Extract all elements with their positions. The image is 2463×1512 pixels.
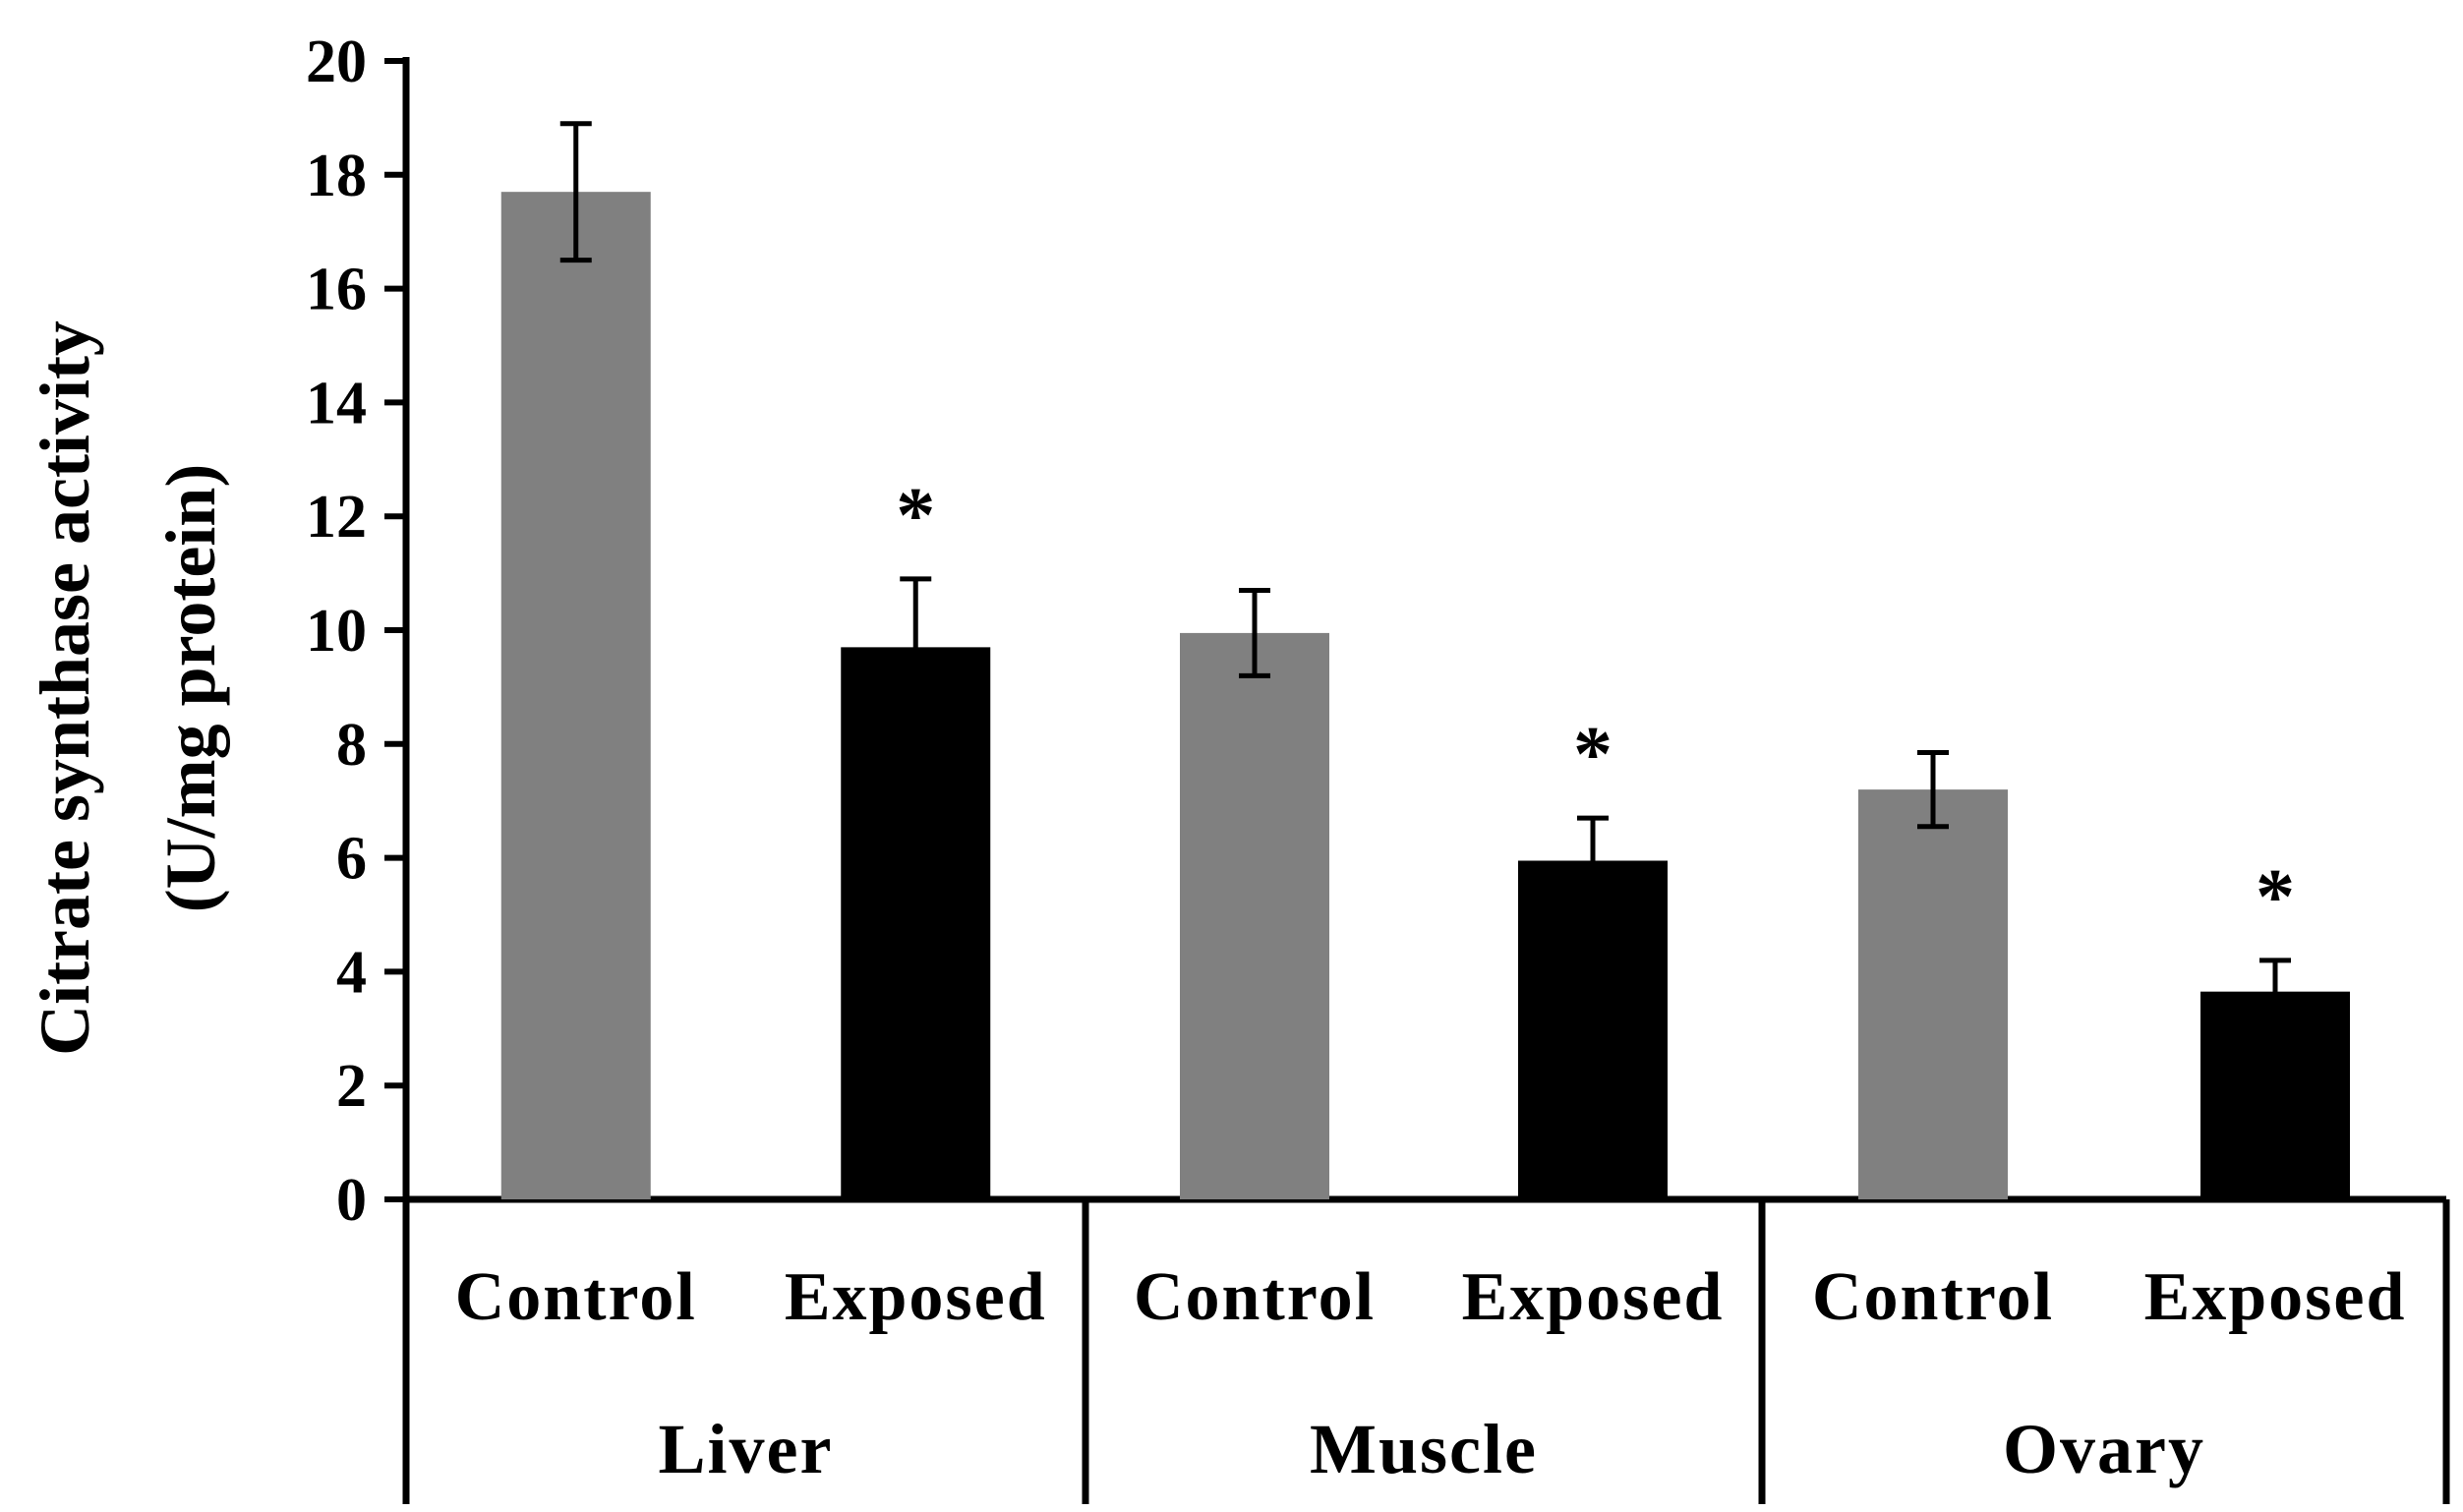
bar-liver-control (500, 192, 651, 1199)
bar-liver-exposed (841, 647, 991, 1199)
bar-ovary-exposed (2200, 991, 2350, 1199)
x-category-label-exposed: Exposed (1462, 1259, 1725, 1335)
y-axis-label-line-1: Citrate synthase activity (26, 320, 104, 1056)
y-tick-label: 8 (336, 712, 367, 779)
significance-marker: * (1573, 712, 1613, 798)
bar-ovary-control (1858, 789, 2008, 1199)
x-category-label-exposed: Exposed (2144, 1259, 2407, 1335)
y-tick-label: 12 (306, 484, 367, 551)
x-category-label-control: Control (1134, 1259, 1376, 1335)
x-category-label-exposed: Exposed (785, 1259, 1047, 1335)
bar-muscle-exposed (1518, 860, 1668, 1199)
plot-area: 0 2 4 6 8 10 12 14 16 18 20 Control * Exposed Liver Con… (306, 29, 2450, 1504)
x-group-label-muscle: Muscle (1310, 1410, 1538, 1488)
y-tick-label: 4 (336, 939, 367, 1006)
y-tick-label: 14 (306, 370, 367, 436)
y-tick-label: 0 (336, 1167, 367, 1234)
y-tick-label: 16 (306, 257, 367, 323)
y-tick-label: 6 (336, 826, 367, 893)
y-tick-label: 10 (306, 598, 367, 665)
x-category-label-control: Control (1812, 1259, 2054, 1335)
x-category-label-control: Control (455, 1259, 697, 1335)
significance-marker: * (896, 473, 935, 559)
y-axis-label-line-2: (U/mg protein) (151, 464, 230, 913)
y-tick-label: 18 (306, 143, 367, 209)
significance-marker: * (2256, 854, 2295, 941)
y-axis-label: Citrate synthase activity (U/mg protein) (26, 320, 230, 1056)
y-tick-label: 20 (306, 29, 367, 95)
bar-muscle-control (1180, 632, 1329, 1199)
x-group-label-liver: Liver (659, 1410, 834, 1488)
x-group-label-ovary: Ovary (2003, 1410, 2205, 1488)
y-tick-label: 2 (336, 1053, 367, 1120)
